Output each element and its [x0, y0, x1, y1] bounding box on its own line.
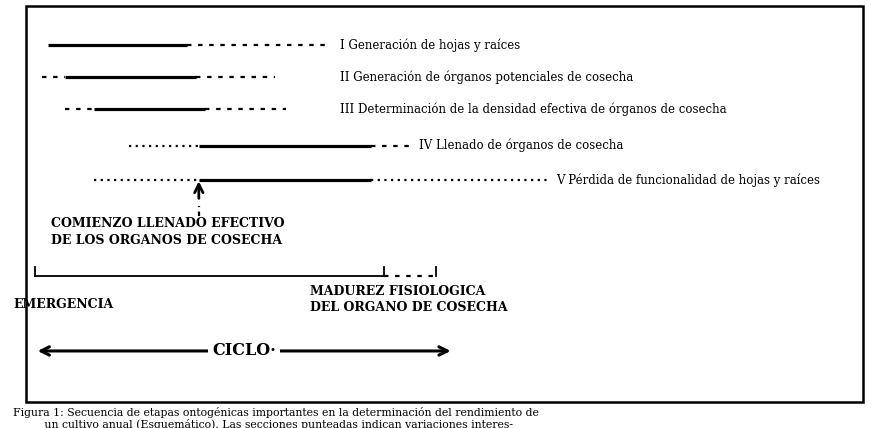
- FancyBboxPatch shape: [26, 6, 863, 402]
- Text: III Determinación de la densidad efectiva de órganos de cosecha: III Determinación de la densidad efectiv…: [340, 102, 726, 116]
- Text: II Generación de órganos potenciales de cosecha: II Generación de órganos potenciales de …: [340, 70, 633, 84]
- Text: CICLO·: CICLO·: [212, 342, 276, 360]
- Text: COMIENZO LLENADO EFECTIVO
DE LOS ORGANOS DE COSECHA: COMIENZO LLENADO EFECTIVO DE LOS ORGANOS…: [51, 217, 284, 247]
- Text: V Pérdida de funcionalidad de hojas y raíces: V Pérdida de funcionalidad de hojas y ra…: [556, 173, 821, 187]
- Text: EMERGENCIA: EMERGENCIA: [13, 298, 113, 311]
- Text: MADUREZ FISIOLOGICA
DEL ORGANO DE COSECHA: MADUREZ FISIOLOGICA DEL ORGANO DE COSECH…: [310, 285, 508, 314]
- Text: Figura 1: Secuencia de etapas ontogénicas importantes en la determinación del re: Figura 1: Secuencia de etapas ontogénica…: [13, 407, 539, 428]
- Text: I Generación de hojas y raíces: I Generación de hojas y raíces: [340, 38, 521, 52]
- Text: IV Llenado de órganos de cosecha: IV Llenado de órganos de cosecha: [419, 139, 623, 152]
